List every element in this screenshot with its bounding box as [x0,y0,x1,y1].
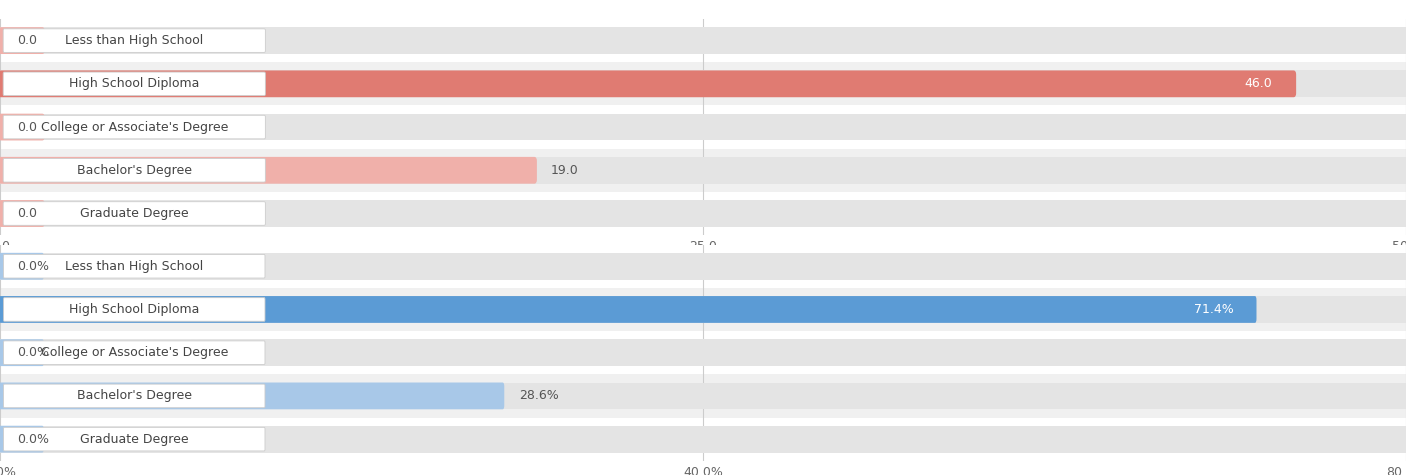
FancyBboxPatch shape [0,114,45,141]
Text: 0.0: 0.0 [17,207,37,220]
FancyBboxPatch shape [0,296,1257,323]
Bar [0,339,1406,366]
Bar [0,192,1406,235]
FancyBboxPatch shape [0,382,505,409]
Bar [0,288,1406,331]
Text: Less than High School: Less than High School [65,34,204,47]
FancyBboxPatch shape [0,200,45,227]
Bar [0,149,1406,192]
Bar [0,331,1406,374]
Bar [0,426,1406,453]
Bar [0,253,1406,280]
Text: Graduate Degree: Graduate Degree [80,207,188,220]
FancyBboxPatch shape [0,426,44,453]
FancyBboxPatch shape [0,339,44,366]
Bar [0,157,1406,184]
Bar [0,418,1406,461]
Text: 0.0%: 0.0% [17,346,49,359]
FancyBboxPatch shape [0,253,44,280]
Text: 46.0: 46.0 [1244,77,1272,90]
FancyBboxPatch shape [4,384,264,408]
Bar [0,70,1406,97]
Text: 71.4%: 71.4% [1194,303,1234,316]
Bar [0,374,1406,418]
Text: 0.0: 0.0 [17,34,37,47]
Bar [0,245,1406,288]
FancyBboxPatch shape [3,72,266,95]
FancyBboxPatch shape [0,157,537,184]
Text: Bachelor's Degree: Bachelor's Degree [77,164,191,177]
FancyBboxPatch shape [4,298,264,321]
Bar [0,105,1406,149]
FancyBboxPatch shape [4,255,264,278]
FancyBboxPatch shape [3,159,266,182]
Bar [0,19,1406,62]
Text: Bachelor's Degree: Bachelor's Degree [77,390,191,402]
Bar [0,200,1406,227]
Bar [0,114,1406,141]
Text: Less than High School: Less than High School [65,260,204,273]
Text: 0.0%: 0.0% [17,433,49,446]
Text: College or Associate's Degree: College or Associate's Degree [41,346,228,359]
FancyBboxPatch shape [3,202,266,225]
Bar [0,382,1406,409]
FancyBboxPatch shape [0,27,45,54]
Text: High School Diploma: High School Diploma [69,303,200,316]
Text: 19.0: 19.0 [551,164,579,177]
FancyBboxPatch shape [0,70,1296,97]
Text: 0.0%: 0.0% [17,260,49,273]
FancyBboxPatch shape [4,341,264,364]
Text: Graduate Degree: Graduate Degree [80,433,188,446]
FancyBboxPatch shape [3,29,266,52]
FancyBboxPatch shape [4,428,264,451]
FancyBboxPatch shape [3,115,266,139]
Text: 0.0: 0.0 [17,121,37,133]
Bar [0,27,1406,54]
Text: College or Associate's Degree: College or Associate's Degree [41,121,228,133]
Text: 28.6%: 28.6% [520,390,560,402]
Bar [0,296,1406,323]
Bar [0,62,1406,105]
Text: High School Diploma: High School Diploma [69,77,200,90]
